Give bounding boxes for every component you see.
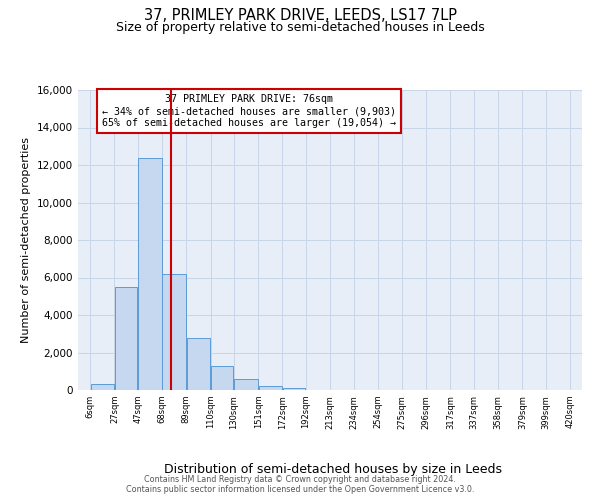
Text: 37 PRIMLEY PARK DRIVE: 76sqm
← 34% of semi-detached houses are smaller (9,903)
6: 37 PRIMLEY PARK DRIVE: 76sqm ← 34% of se… [103, 94, 397, 128]
Bar [115, 287, 137, 390]
Bar [163, 274, 186, 390]
Bar [138, 158, 161, 390]
Y-axis label: Number of semi-detached properties: Number of semi-detached properties [22, 137, 31, 343]
Bar [234, 379, 258, 390]
Bar [187, 338, 210, 390]
Bar [91, 384, 114, 390]
Text: 37, PRIMLEY PARK DRIVE, LEEDS, LS17 7LP: 37, PRIMLEY PARK DRIVE, LEEDS, LS17 7LP [143, 8, 457, 22]
Bar [283, 388, 305, 390]
Bar [259, 386, 282, 390]
Text: Size of property relative to semi-detached houses in Leeds: Size of property relative to semi-detach… [116, 21, 484, 34]
Text: Distribution of semi-detached houses by size in Leeds: Distribution of semi-detached houses by … [164, 462, 502, 475]
Bar [211, 366, 233, 390]
Text: Contains HM Land Registry data © Crown copyright and database right 2024.
Contai: Contains HM Land Registry data © Crown c… [126, 474, 474, 494]
